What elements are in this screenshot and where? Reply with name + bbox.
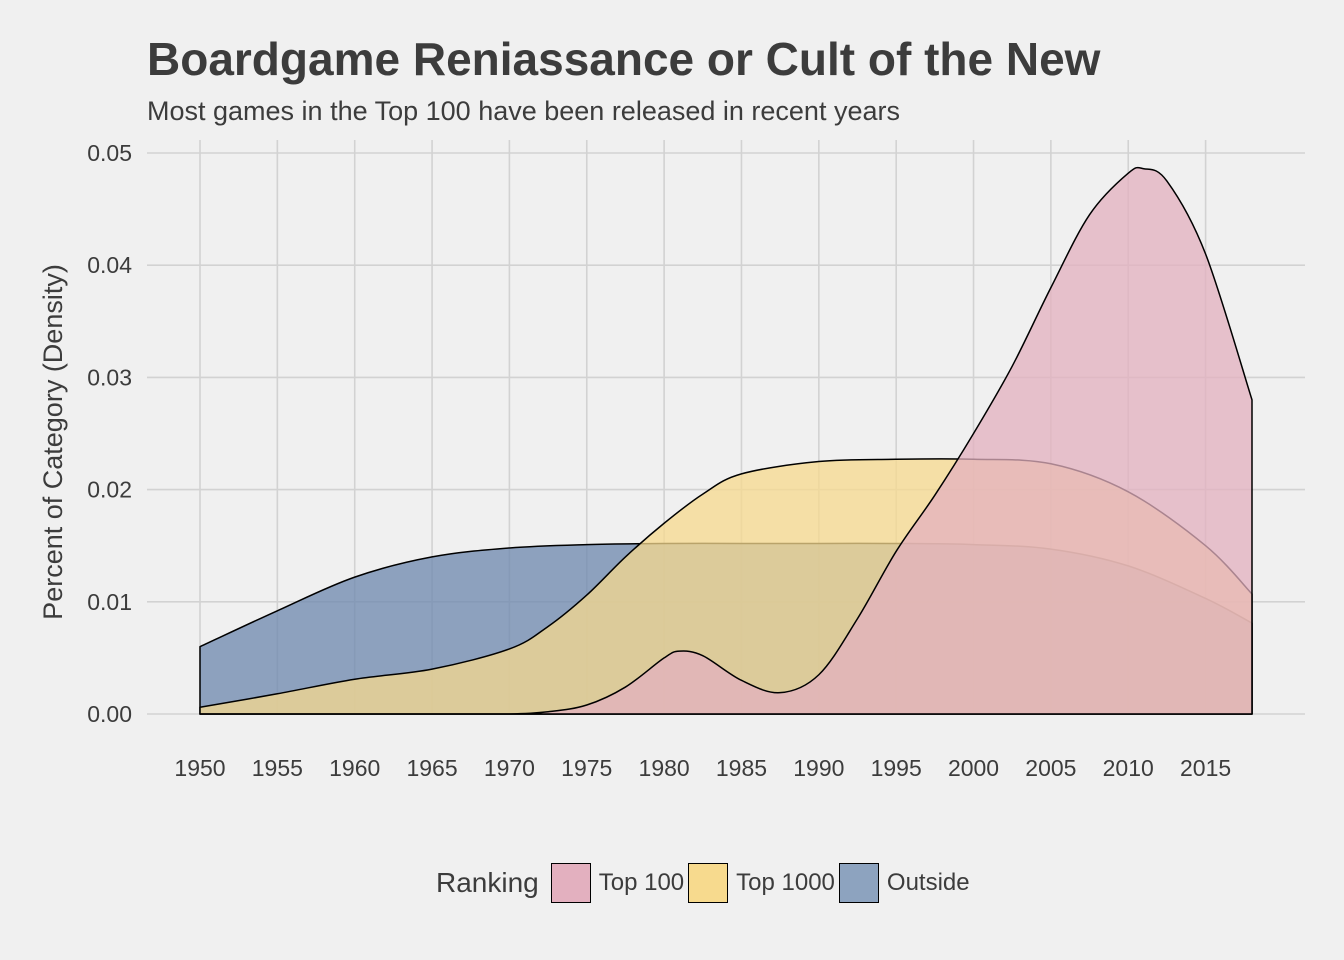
legend-item-top-100: Top 100	[550, 863, 685, 903]
legend-label-top-1000: Top 1000	[736, 869, 835, 896]
x-tick-label: 1960	[329, 755, 380, 781]
x-tick-label: 2015	[1180, 755, 1231, 781]
x-tick-label: 1985	[716, 755, 767, 781]
legend-key-top-100	[550, 863, 591, 903]
x-tick-label: 1950	[174, 755, 225, 781]
x-tick-label: 1980	[639, 755, 690, 781]
legend-label-outside: Outside	[886, 869, 970, 896]
legend-item-outside: Outside	[838, 863, 970, 903]
axis-ticks: 1950 1955 1960 1965 1970 1975 1980 1985 1990 1995…	[87, 140, 1231, 781]
x-tick-label: 1965	[406, 755, 457, 781]
y-tick-label: 0.05	[87, 140, 132, 166]
density-area-top-100	[199, 166, 1253, 715]
y-axis-label: Percent of Category (Density)	[38, 264, 68, 620]
y-tick-label: 0.01	[87, 589, 132, 615]
legend-title: Ranking	[436, 867, 539, 898]
x-tick-label: 1970	[484, 755, 535, 781]
y-tick-label: 0.00	[87, 701, 132, 727]
chart-subtitle: Most games in the Top 100 have been rele…	[147, 96, 900, 126]
x-tick-label: 2000	[948, 755, 999, 781]
y-tick-label: 0.03	[87, 364, 132, 390]
x-tick-label: 1955	[252, 755, 303, 781]
y-tick-label: 0.04	[87, 252, 132, 278]
density-areas	[199, 166, 1253, 715]
chart-title: Boardgame Reniassance or Cult of the New	[147, 33, 1101, 85]
legend: Ranking Top 100 Top 1000 Outside	[436, 860, 974, 906]
x-tick-label: 2005	[1025, 755, 1076, 781]
legend-key-top-1000	[688, 863, 729, 903]
legend-key-outside	[838, 863, 879, 903]
legend-item-top-1000: Top 1000	[688, 863, 835, 903]
x-tick-label: 1975	[561, 755, 612, 781]
x-tick-label: 1995	[871, 755, 922, 781]
legend-label-top-100: Top 100	[598, 869, 685, 896]
x-tick-label: 2010	[1103, 755, 1154, 781]
y-tick-label: 0.02	[87, 477, 132, 503]
x-tick-label: 1990	[793, 755, 844, 781]
